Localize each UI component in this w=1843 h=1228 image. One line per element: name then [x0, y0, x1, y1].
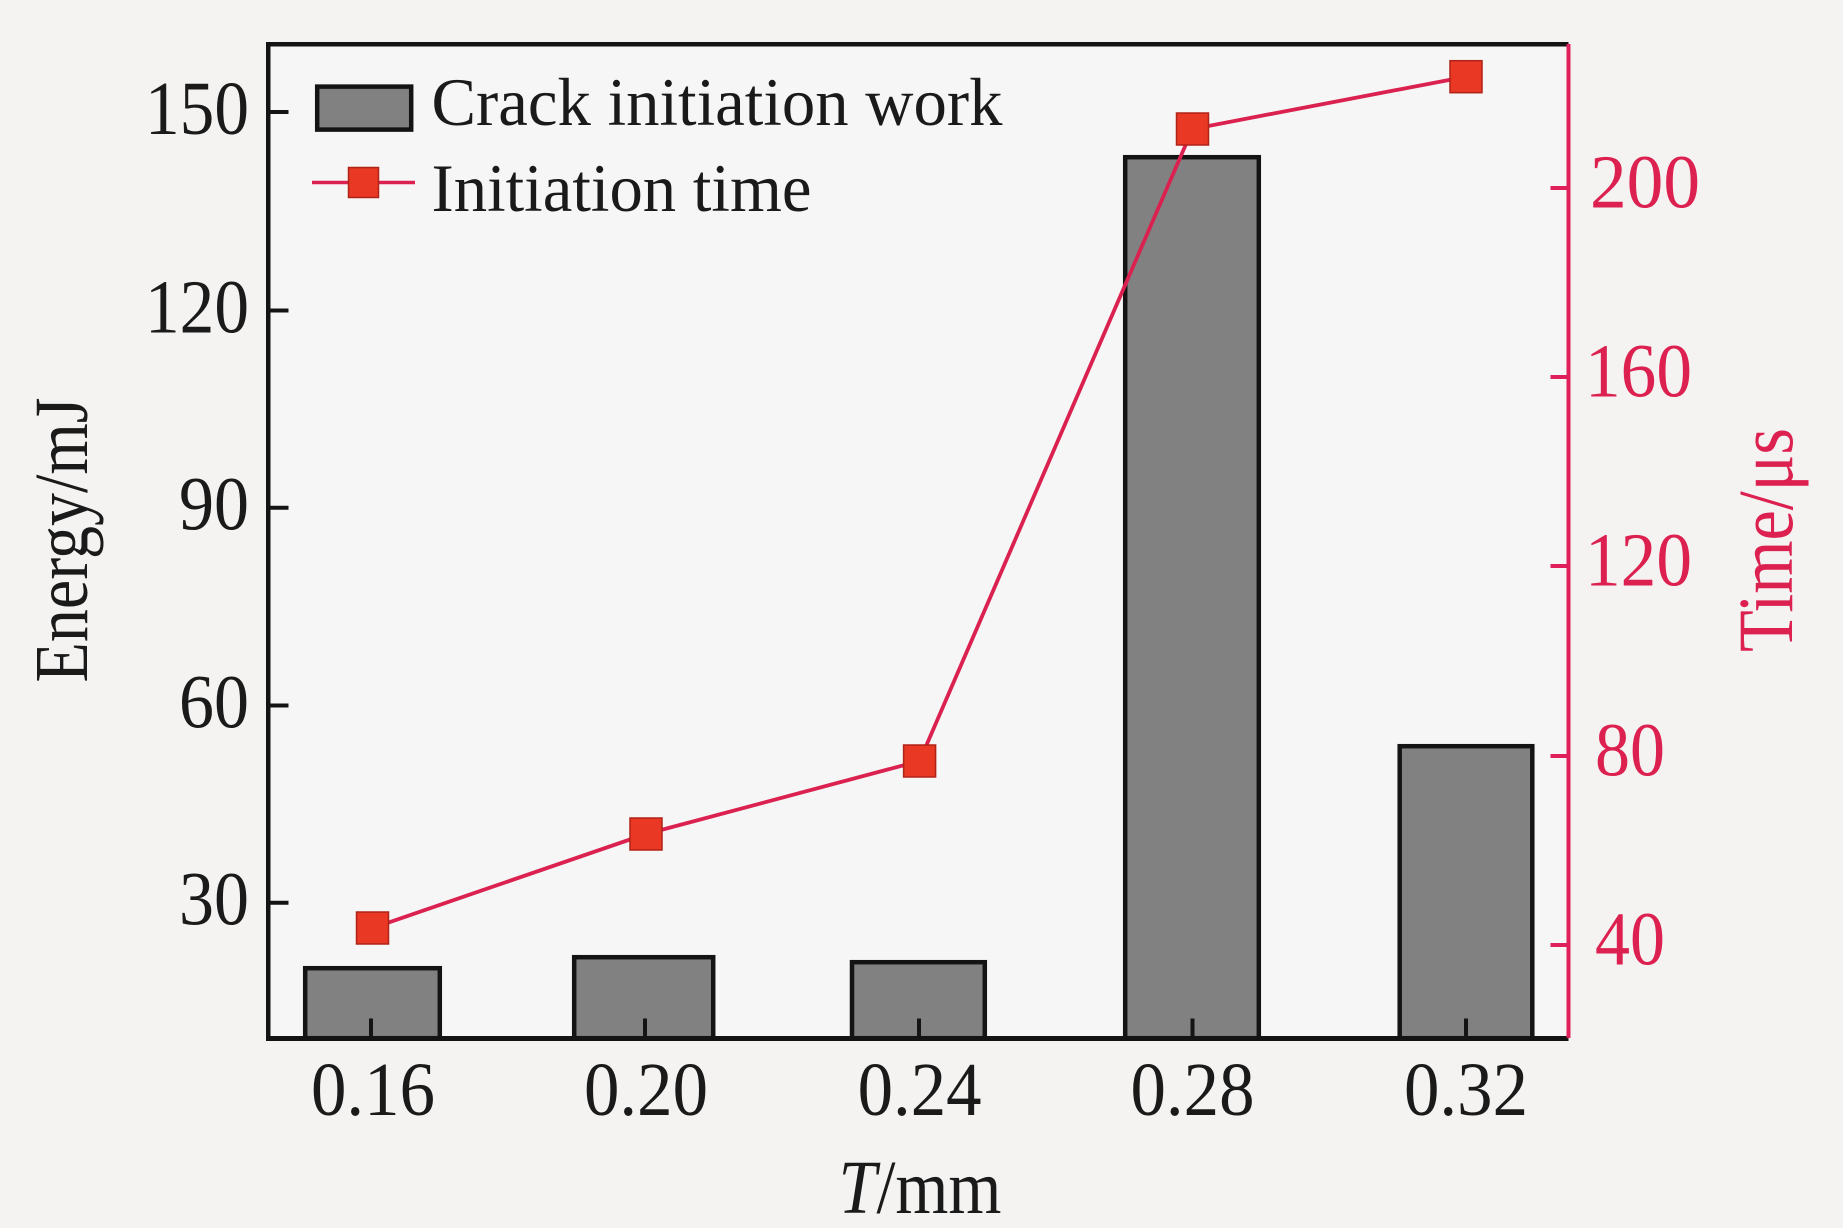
svg-text:150: 150	[145, 67, 249, 151]
svg-text:0.16: 0.16	[311, 1048, 435, 1132]
svg-text:120: 120	[1585, 519, 1692, 603]
svg-text:Initiation time: Initiation time	[432, 150, 812, 226]
svg-text:Time/μs: Time/μs	[1722, 428, 1809, 652]
svg-text:40: 40	[1595, 898, 1665, 982]
svg-text:T/mm: T/mm	[839, 1146, 1002, 1228]
svg-text:80: 80	[1595, 709, 1665, 793]
svg-text:Energy/mJ: Energy/mJ	[20, 398, 104, 683]
svg-text:160: 160	[1585, 330, 1692, 414]
svg-text:Crack initiation work: Crack initiation work	[432, 64, 1003, 140]
svg-text:60: 60	[179, 661, 249, 745]
svg-text:0.32: 0.32	[1404, 1048, 1528, 1132]
svg-text:0.24: 0.24	[858, 1048, 982, 1132]
svg-text:0.28: 0.28	[1131, 1048, 1255, 1132]
svg-text:120: 120	[145, 266, 249, 350]
svg-text:30: 30	[179, 858, 249, 942]
svg-text:200: 200	[1590, 141, 1700, 225]
svg-text:90: 90	[179, 463, 249, 547]
svg-text:0.20: 0.20	[584, 1048, 708, 1132]
